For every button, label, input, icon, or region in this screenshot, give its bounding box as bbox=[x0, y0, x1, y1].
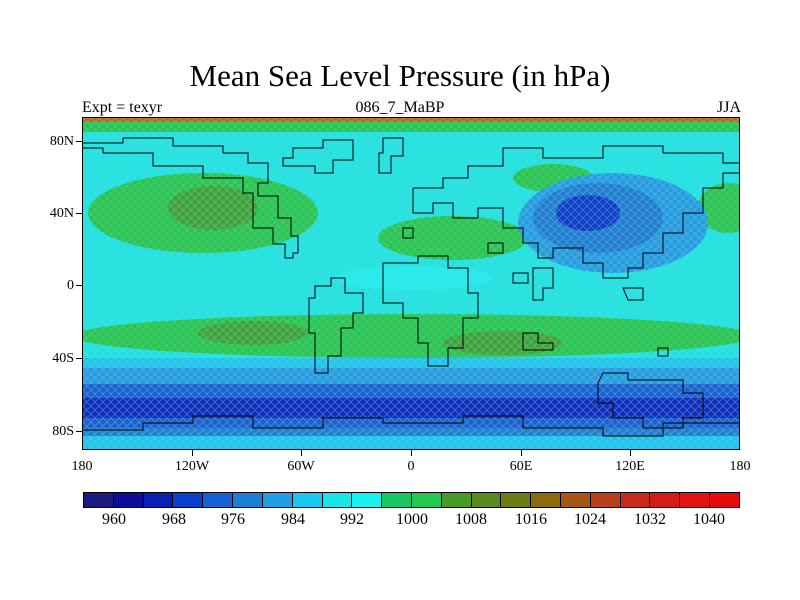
colorbar-label-992: 992 bbox=[340, 511, 364, 528]
colorbar-swatch bbox=[142, 492, 174, 508]
lon-label-180w: 180 bbox=[71, 459, 93, 474]
colorbar-swatch bbox=[351, 492, 383, 508]
colorbar-swatch bbox=[619, 492, 651, 508]
colorbar-label-1008: 1008 bbox=[455, 511, 487, 528]
colorbar-label-968: 968 bbox=[162, 511, 186, 528]
colorbar-swatch bbox=[500, 492, 532, 508]
colorbar-swatch bbox=[589, 492, 621, 508]
lat-tick bbox=[76, 141, 82, 142]
chart-title: Mean Sea Level Pressure (in hPa) bbox=[189, 58, 611, 93]
colorbar-swatch bbox=[440, 492, 472, 508]
colorbar-swatch bbox=[410, 492, 442, 508]
lon-tick bbox=[192, 450, 193, 456]
colorbar-label-1032: 1032 bbox=[634, 511, 666, 528]
pressure-map bbox=[83, 118, 739, 449]
lon-label-60w: 60W bbox=[287, 459, 315, 474]
lon-label-120w: 120W bbox=[174, 459, 210, 474]
colorbar-swatch bbox=[530, 492, 561, 508]
lat-tick bbox=[76, 285, 82, 286]
colorbar-swatch bbox=[381, 492, 412, 508]
lat-tick bbox=[76, 213, 82, 214]
lon-label-180e: 180 bbox=[729, 459, 751, 474]
subtitle-right: JJA bbox=[716, 99, 741, 116]
lat-label-40s: 40S bbox=[52, 351, 74, 366]
lon-tick bbox=[411, 450, 412, 456]
colorbar-label-1040: 1040 bbox=[693, 511, 725, 528]
lat-tick bbox=[76, 358, 82, 359]
lon-label-0: 0 bbox=[407, 459, 415, 474]
lat-label-80s: 80S bbox=[52, 424, 74, 439]
colorbar-label-1016: 1016 bbox=[515, 511, 547, 528]
lon-label-120e: 120E bbox=[615, 459, 645, 474]
colorbar-label-960: 960 bbox=[102, 511, 126, 528]
subtitle-left: Expt = texyr bbox=[82, 99, 163, 116]
colorbar-swatch bbox=[232, 492, 263, 508]
coastlines bbox=[83, 137, 739, 437]
lon-tick bbox=[630, 450, 631, 456]
lon-tick bbox=[521, 450, 522, 456]
colorbar-swatch bbox=[83, 492, 114, 508]
colorbar-swatch bbox=[649, 492, 681, 508]
colorbar-swatch bbox=[560, 492, 591, 508]
colorbar-swatch bbox=[172, 492, 204, 508]
lon-tick bbox=[301, 450, 302, 456]
colorbar-swatch bbox=[709, 492, 740, 508]
colorbar-label-1000: 1000 bbox=[396, 511, 428, 528]
colorbar-swatch bbox=[321, 492, 353, 508]
colorbar-label-1024: 1024 bbox=[574, 511, 606, 528]
subtitle-center: 086_7_MaBP bbox=[355, 99, 445, 116]
lat-tick bbox=[76, 431, 82, 432]
colorbar-label-984: 984 bbox=[281, 511, 305, 528]
colorbar-swatch bbox=[202, 492, 234, 508]
colorbar-swatch bbox=[291, 492, 323, 508]
lon-label-60e: 60E bbox=[509, 459, 533, 474]
colorbar-swatch bbox=[261, 492, 293, 508]
lat-label-40n: 40N bbox=[49, 206, 74, 221]
colorbar-label-976: 976 bbox=[221, 511, 245, 528]
colorbar-swatch bbox=[470, 492, 502, 508]
colorbar-swatch bbox=[112, 492, 144, 508]
lat-label-0: 0 bbox=[67, 278, 74, 293]
colorbar bbox=[83, 492, 740, 508]
lat-label-80n: 80N bbox=[49, 134, 74, 149]
map-panel bbox=[82, 117, 740, 450]
colorbar-swatch bbox=[679, 492, 711, 508]
